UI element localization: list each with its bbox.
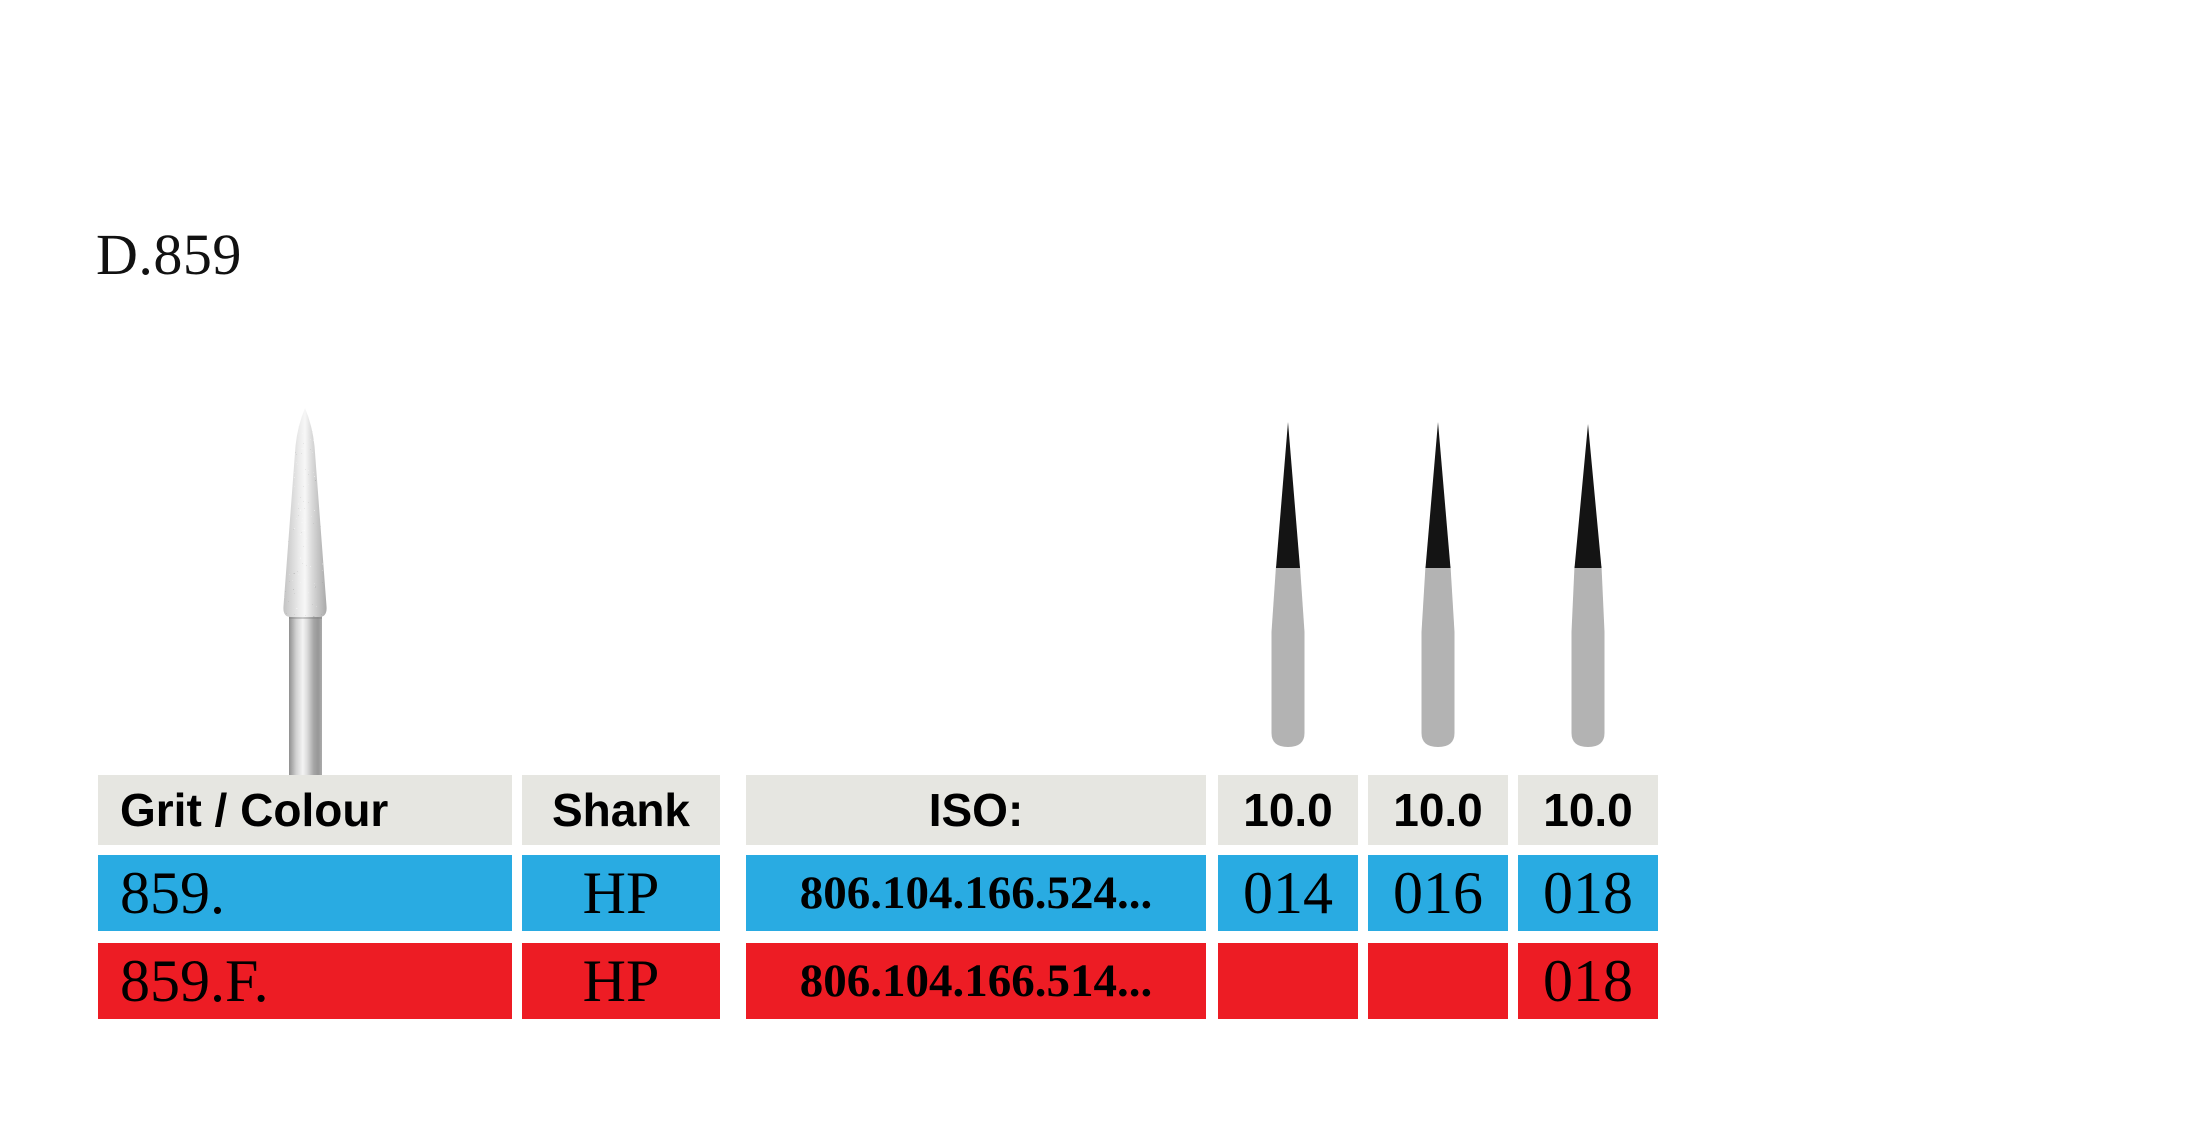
product-code-title: D.859 (96, 222, 242, 287)
bur-silhouette-014-icon (1271, 422, 1305, 747)
header-cell-head-length-1: 10.0 (1218, 775, 1358, 845)
bur-silhouette-018-icon (1571, 424, 1605, 747)
bur-silhouette-016-icon (1421, 422, 1455, 747)
row-859f-shank-cell: HP (522, 943, 720, 1019)
row-859f-grit-cell: 859.F. (98, 943, 512, 1019)
row-859-size-016-cell: 016 (1368, 855, 1508, 931)
row-859-grit-cell: 859. (98, 855, 512, 931)
row-859-shank-cell: HP (522, 855, 720, 931)
row-859-size-018-cell: 018 (1518, 855, 1658, 931)
header-cell-grit-colour: Grit / Colour (98, 775, 512, 845)
header-cell-head-length-2: 10.0 (1368, 775, 1508, 845)
row-859f-size-014-cell (1218, 943, 1358, 1019)
row-859f-size-018-cell: 018 (1518, 943, 1658, 1019)
product-spec-table: Grit / Colour Shank ISO: 10.0 10.0 10.0 … (98, 775, 1658, 1019)
header-cell-head-length-3: 10.0 (1518, 775, 1658, 845)
row-859-size-014-cell: 014 (1218, 855, 1358, 931)
header-cell-iso: ISO: (746, 775, 1206, 845)
row-859-iso-cell: 806.104.166.524... (746, 855, 1206, 931)
row-859f-size-016-cell (1368, 943, 1508, 1019)
diamond-bur-photo-icon (283, 408, 327, 776)
header-cell-shank: Shank (522, 775, 720, 845)
row-859f-iso-cell: 806.104.166.514... (746, 943, 1206, 1019)
